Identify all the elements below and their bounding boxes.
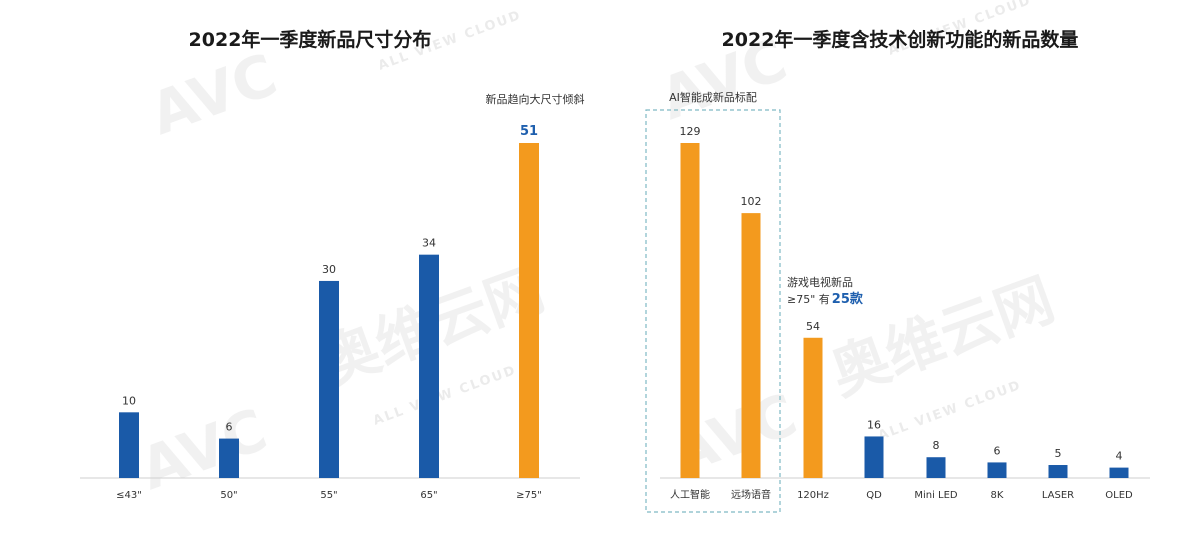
watermark: AVC ALL VIEW CLOUD AVC ALL VIEW CLOUD AV…: [132, 0, 1063, 503]
bar-value-label: 8: [933, 439, 940, 452]
bar-value-label: 6: [226, 421, 233, 434]
size-distribution-chart: 2022年一季度新品尺寸分布 新品趋向大尺寸倾斜 10 ≤43" 6 50" 30 55"…: [80, 28, 585, 501]
bar-value-label: 34: [422, 237, 436, 250]
ai-box-label: AI智能成新品标配: [669, 90, 757, 104]
bar-value-label: 30: [322, 263, 336, 276]
bar-value-label: 54: [806, 320, 820, 333]
x-tick-label: 人工智能: [670, 488, 710, 501]
bar: [741, 213, 761, 478]
bar: [987, 462, 1007, 478]
x-tick-label: ≤43": [116, 490, 142, 501]
bar-value-label: 129: [680, 125, 701, 138]
bar: [119, 412, 139, 478]
x-tick-label: 120Hz: [797, 490, 829, 501]
bar-value-label: 51: [520, 124, 538, 139]
bars-group: 10 ≤43" 6 50" 30 55" 34 65" 51 ≥75": [116, 124, 542, 501]
bar: [419, 254, 439, 478]
chart-title: 2022年一季度新品尺寸分布: [189, 28, 432, 51]
x-tick-label: LASER: [1042, 490, 1074, 501]
x-tick-label: 8K: [991, 490, 1004, 501]
x-tick-label: OLED: [1105, 490, 1133, 501]
watermark-cn: 奥维云网: [822, 265, 1063, 408]
bar: [319, 280, 339, 478]
watermark-logo: AVC: [142, 40, 286, 148]
bar-value-label: 5: [1055, 447, 1062, 460]
gaming-note-line2: ≥75" 有 25款: [787, 291, 864, 307]
watermark-logo: AVC: [132, 395, 276, 503]
chart-title: 2022年一季度含技术创新功能的新品数量: [722, 28, 1079, 51]
x-tick-label: 55": [320, 490, 337, 501]
bar-value-label: 4: [1116, 450, 1123, 463]
bar: [926, 457, 946, 478]
bar-value-label: 16: [867, 418, 881, 431]
x-tick-label: 远场语音: [731, 488, 771, 501]
x-tick-label: Mini LED: [914, 490, 958, 501]
bar: [1109, 467, 1129, 478]
trend-annotation: 新品趋向大尺寸倾斜: [486, 92, 585, 106]
x-tick-label: 50": [220, 490, 237, 501]
ai-highlight-box: [645, 109, 781, 513]
x-tick-label: ≥75": [516, 490, 542, 501]
bar: [1048, 465, 1068, 478]
bar: [803, 337, 823, 478]
bar: [519, 143, 539, 478]
bar: [219, 438, 239, 478]
bar-value-label: 102: [741, 195, 762, 208]
bar: [680, 143, 700, 478]
x-tick-label: QD: [866, 490, 882, 501]
x-tick-label: 65": [420, 490, 437, 501]
bar: [864, 436, 884, 478]
gaming-note-line1: 游戏电视新品: [787, 275, 853, 289]
bar-value-label: 6: [994, 444, 1001, 457]
bar-value-label: 10: [122, 394, 136, 407]
tech-feature-chart: 2022年一季度含技术创新功能的新品数量 AI智能成新品标配 游戏电视新品 ≥7…: [645, 28, 1150, 513]
bars-group: 129 人工智能 102 远场语音 54 120Hz 16 QD 8 Mini LED 6 8K 5 LA…: [670, 125, 1133, 501]
